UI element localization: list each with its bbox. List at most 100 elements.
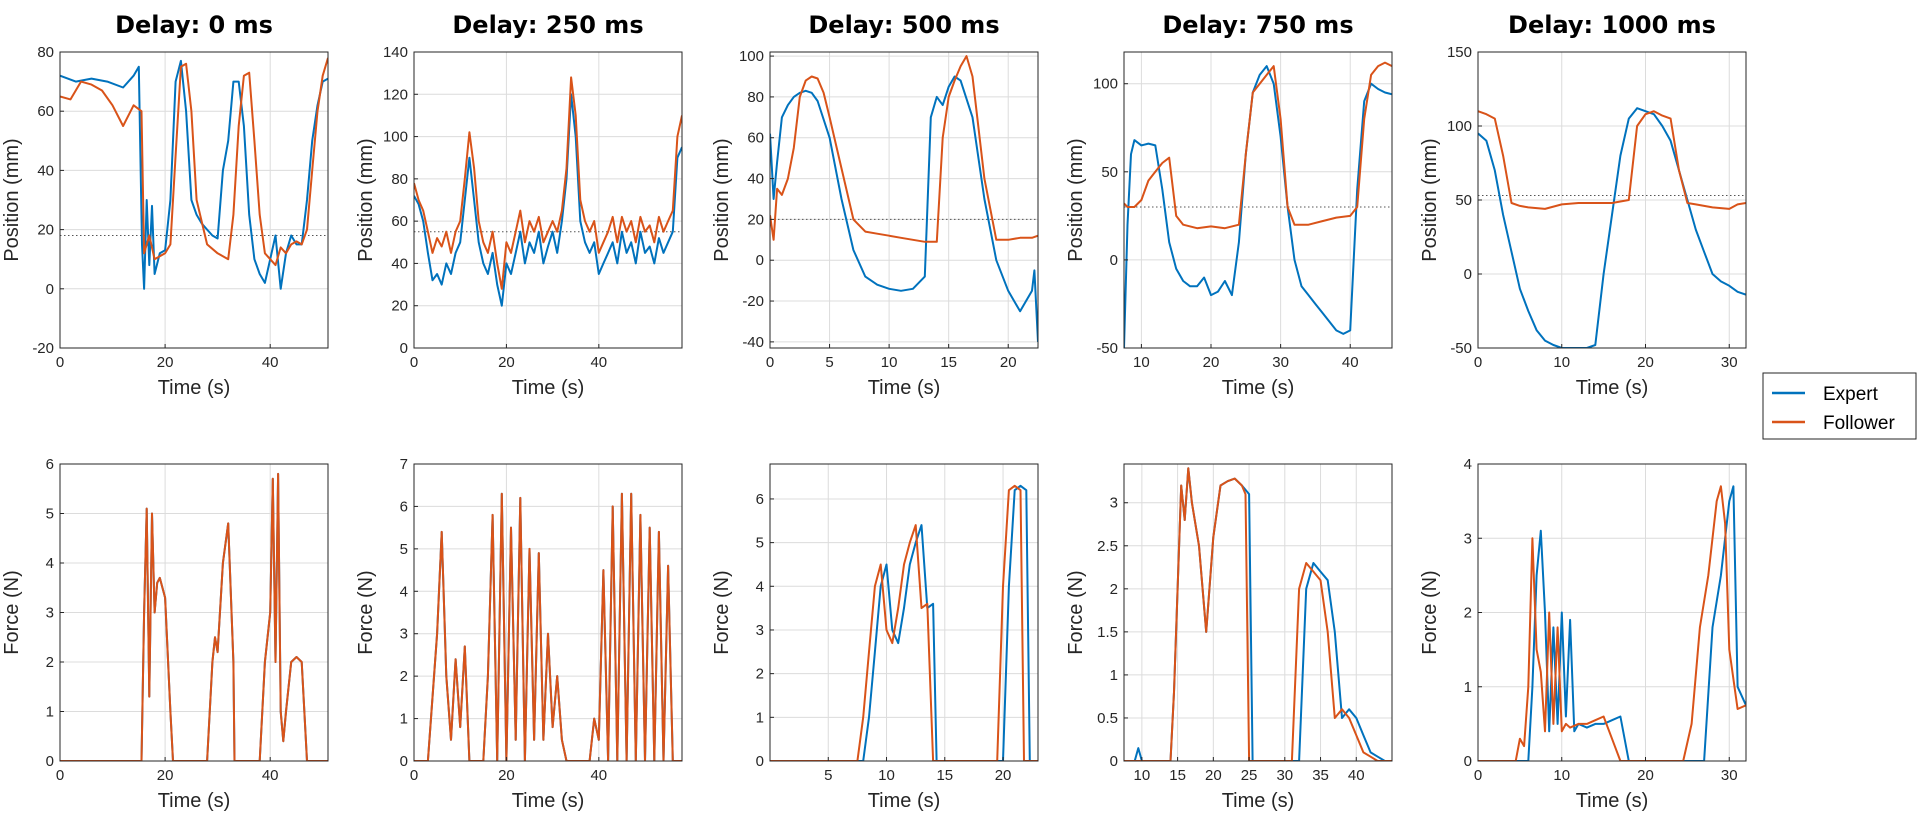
x-axis-label: Time (s)	[158, 790, 231, 812]
x-tick-label: 0	[1474, 767, 1482, 784]
y-axis-label: Position (mm)	[1419, 138, 1441, 261]
y-tick-label: 40	[37, 162, 54, 179]
x-tick-label: 10	[1134, 767, 1151, 784]
chart-panel-8: 5 10 15 20 0 1 2 3 4 5 6 Time (s) Force (N)	[711, 463, 1039, 812]
y-tick-label: 1	[1464, 679, 1472, 696]
chart-panel-9: 10 15 20 25 30 35 40 0 0.5 1 1.5 2 2.5 3 Time (s) Force…	[1065, 463, 1393, 812]
chart-title: Delay: 250 ms	[452, 11, 643, 39]
x-tick-label: 40	[1348, 767, 1365, 784]
chart-panel-6: 0 20 40 0 1 2 3 4 5 6 Time (s) Force (N)	[1, 456, 329, 812]
y-tick-label: 6	[756, 491, 764, 508]
series-line-follower	[1124, 467, 1392, 761]
y-tick-label: 2	[400, 668, 408, 685]
y-axis-label: Force (N)	[1419, 570, 1441, 654]
axes-frame	[1123, 51, 1393, 349]
plot-area	[414, 52, 682, 348]
x-tick-label: 10	[1133, 354, 1150, 371]
x-tick-label: 20	[157, 767, 174, 784]
y-tick-label: 4	[756, 578, 764, 595]
x-tick-label: 0	[56, 767, 64, 784]
x-tick-label: 20	[157, 354, 174, 371]
x-tick-label: 0	[1474, 354, 1482, 371]
x-tick-label: 20	[1637, 354, 1654, 371]
y-tick-label: 2	[46, 654, 54, 671]
y-tick-label: 6	[46, 456, 54, 473]
chart-title: Delay: 750 ms	[1162, 11, 1353, 39]
legend-frame	[1762, 372, 1917, 440]
x-tick-label: 5	[824, 767, 832, 784]
legend-label-expert: Expert	[1823, 384, 1879, 405]
x-tick-label: 0	[410, 354, 418, 371]
x-axis-label: Time (s)	[1222, 790, 1295, 812]
y-tick-label: 3	[46, 605, 54, 622]
y-tick-label: 60	[37, 103, 54, 120]
x-tick-label: 30	[1721, 767, 1738, 784]
axes-frame	[769, 51, 1039, 349]
legend-label-follower: Follower	[1823, 413, 1895, 434]
y-tick-label: 2	[756, 666, 764, 683]
y-tick-label: 20	[391, 298, 408, 315]
chart-panel-3: 0 5 10 15 20 -40 -20 0 20 40 60 80 100 Time (s) Positi…	[711, 11, 1039, 399]
chart-title: Delay: 1000 ms	[1508, 11, 1716, 39]
x-tick-label: 0	[766, 354, 774, 371]
series-line-follower	[414, 76, 682, 290]
series-line-expert	[770, 75, 1038, 342]
x-tick-label: 30	[1276, 767, 1293, 784]
y-tick-label: 0	[1110, 753, 1118, 770]
x-tick-label: 20	[1205, 767, 1222, 784]
plot-area	[60, 52, 328, 348]
y-tick-label: 5	[46, 506, 54, 523]
x-tick-label: 10	[1553, 354, 1570, 371]
x-axis-label: Time (s)	[158, 377, 231, 399]
x-tick-label: 10	[881, 354, 898, 371]
y-tick-label: -20	[742, 293, 764, 310]
y-tick-label: 20	[747, 211, 764, 228]
series-line-follower	[60, 472, 328, 761]
y-axis-label: Force (N)	[711, 570, 733, 654]
chart-panel-7: 0 20 40 0 1 2 3 4 5 6 7 Time (s) Force (N)	[355, 456, 683, 812]
x-axis-label: Time (s)	[512, 790, 585, 812]
y-tick-label: 0	[46, 281, 54, 298]
y-tick-label: 2	[1110, 581, 1118, 598]
y-tick-label: 3	[1110, 495, 1118, 512]
x-tick-label: 35	[1312, 767, 1329, 784]
x-tick-label: 15	[940, 354, 957, 371]
x-tick-label: 10	[878, 767, 895, 784]
y-tick-label: 20	[37, 222, 54, 239]
x-tick-label: 10	[1553, 767, 1570, 784]
y-tick-label: 0	[1464, 266, 1472, 283]
x-tick-label: 25	[1241, 767, 1258, 784]
y-tick-label: 5	[400, 541, 408, 558]
x-tick-label: 5	[825, 354, 833, 371]
series-line-follower	[770, 55, 1038, 243]
y-axis-label: Force (N)	[355, 570, 377, 654]
y-tick-label: 1	[400, 711, 408, 728]
series-line-follower	[60, 57, 328, 267]
x-tick-label: 0	[56, 354, 64, 371]
axes-frame	[413, 51, 683, 349]
y-tick-label: 1	[756, 709, 764, 726]
y-tick-label: 140	[383, 44, 408, 61]
y-tick-label: 0	[756, 753, 764, 770]
y-tick-label: 6	[400, 498, 408, 515]
legend: Expert Follower	[1762, 372, 1917, 440]
y-tick-label: 4	[1464, 456, 1472, 473]
x-axis-label: Time (s)	[1222, 377, 1295, 399]
y-axis-label: Force (N)	[1, 570, 23, 654]
series-line-follower	[1478, 110, 1746, 210]
x-tick-label: 20	[1203, 354, 1220, 371]
series-line-follower	[1478, 485, 1746, 761]
y-tick-label: 2	[1464, 605, 1472, 622]
y-tick-label: 100	[1447, 118, 1472, 135]
y-tick-label: 60	[747, 130, 764, 147]
axes-frame	[769, 463, 1039, 762]
y-tick-label: 4	[400, 583, 408, 600]
series-line-expert	[1478, 485, 1746, 761]
y-tick-label: 80	[37, 44, 54, 61]
y-tick-label: 1	[46, 704, 54, 721]
y-tick-label: 1.5	[1097, 624, 1118, 641]
x-tick-label: 20	[498, 767, 515, 784]
y-tick-label: 3	[756, 622, 764, 639]
y-tick-label: 60	[391, 213, 408, 230]
series-line-expert	[414, 93, 682, 307]
